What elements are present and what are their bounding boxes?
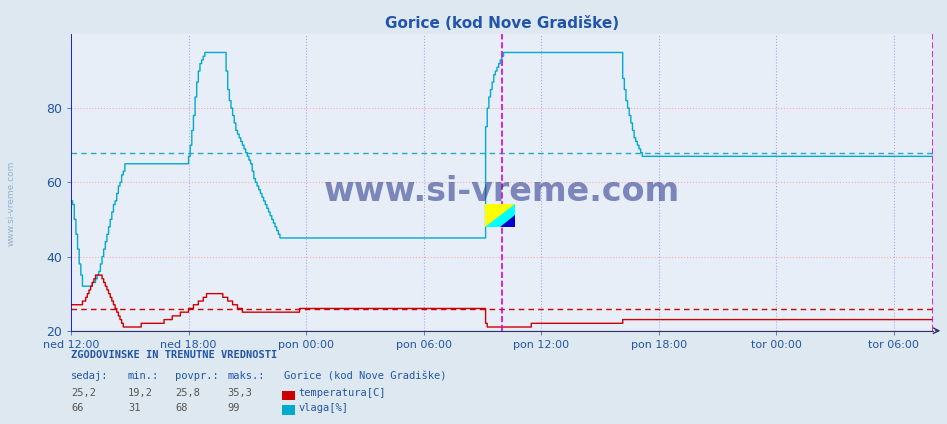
Text: sedaj:: sedaj:	[71, 371, 109, 382]
Title: Gorice (kod Nove Gradiške): Gorice (kod Nove Gradiške)	[384, 17, 619, 31]
Polygon shape	[500, 215, 515, 227]
Text: Gorice (kod Nove Gradiške): Gorice (kod Nove Gradiške)	[284, 371, 447, 382]
Text: povpr.:: povpr.:	[175, 371, 219, 382]
Polygon shape	[485, 204, 515, 227]
Text: maks.:: maks.:	[227, 371, 265, 382]
Text: 25,2: 25,2	[71, 388, 96, 399]
Text: temperatura[C]: temperatura[C]	[298, 388, 385, 399]
Text: 66: 66	[71, 403, 83, 413]
Text: vlaga[%]: vlaga[%]	[298, 403, 348, 413]
Text: ZGODOVINSKE IN TRENUTNE VREDNOSTI: ZGODOVINSKE IN TRENUTNE VREDNOSTI	[71, 350, 277, 360]
Text: 25,8: 25,8	[175, 388, 200, 399]
Text: 31: 31	[128, 403, 140, 413]
Text: 35,3: 35,3	[227, 388, 252, 399]
Text: 68: 68	[175, 403, 188, 413]
Text: min.:: min.:	[128, 371, 159, 382]
Text: www.si-vreme.com: www.si-vreme.com	[324, 175, 680, 208]
Text: 99: 99	[227, 403, 240, 413]
Text: 19,2: 19,2	[128, 388, 152, 399]
Text: www.si-vreme.com: www.si-vreme.com	[7, 161, 16, 246]
